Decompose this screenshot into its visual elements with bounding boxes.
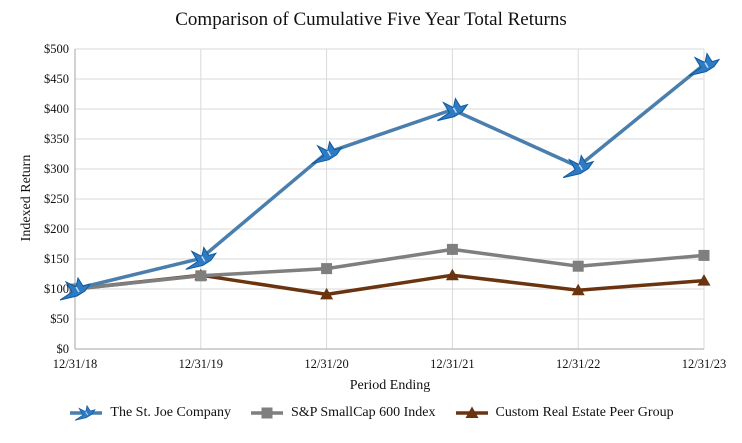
triangle-marker: [697, 274, 711, 286]
legend-swatch: [455, 406, 488, 418]
legend-bird-icon: [70, 405, 103, 421]
series-line: [74, 63, 706, 291]
y-tick-label: $450: [44, 72, 69, 86]
legend-label: The St. Joe Company: [110, 405, 231, 420]
x-tick-label: 12/31/20: [304, 357, 348, 371]
y-tick-label: $50: [50, 312, 69, 326]
y-tick-label: $150: [44, 252, 69, 266]
square-marker: [446, 243, 458, 255]
x-tick-label: 12/31/23: [682, 357, 726, 371]
x-axis-label: Period Ending: [350, 378, 431, 393]
triangle-marker: [320, 287, 334, 300]
triangle-marker: [571, 283, 585, 296]
x-tick-label: 12/31/22: [556, 357, 600, 371]
legend-square-marker: [261, 407, 273, 419]
chart-title: Comparison of Cumulative Five Year Total…: [175, 9, 567, 30]
y-tick-label: $100: [44, 282, 69, 296]
legend-item: The St. Joe Company: [68, 405, 231, 421]
x-tick-label: 12/31/19: [179, 357, 223, 371]
y-tick-label: $0: [57, 342, 70, 356]
y-tick-label: $250: [44, 192, 69, 206]
x-tick-label: 12/31/18: [53, 357, 97, 371]
y-tick-label: $200: [44, 222, 69, 236]
legend-swatch: [250, 407, 283, 419]
y-tick-label: $300: [44, 162, 69, 176]
legend-triangle-marker: [465, 406, 478, 418]
square-marker: [572, 260, 584, 272]
y-tick-label: $350: [44, 132, 69, 146]
square-marker: [195, 270, 207, 282]
legend-item: S&P SmallCap 600 Index: [249, 405, 436, 421]
legend-label: S&P SmallCap 600 Index: [290, 405, 436, 420]
y-tick-label: $500: [44, 42, 69, 56]
square-marker: [698, 249, 710, 261]
legend-label: Custom Real Estate Peer Group: [495, 405, 674, 420]
legend: The St. Joe Company S&P SmallCap 600 Inde…: [0, 403, 742, 423]
series-line: [74, 247, 705, 291]
triangle-marker: [445, 268, 459, 281]
square-marker: [321, 263, 333, 275]
y-tick-label: $400: [44, 102, 69, 116]
legend-item: Custom Real Estate Peer Group: [454, 405, 674, 421]
y-axis-label: Indexed Return: [19, 155, 34, 242]
x-tick-label: 12/31/21: [430, 357, 474, 371]
